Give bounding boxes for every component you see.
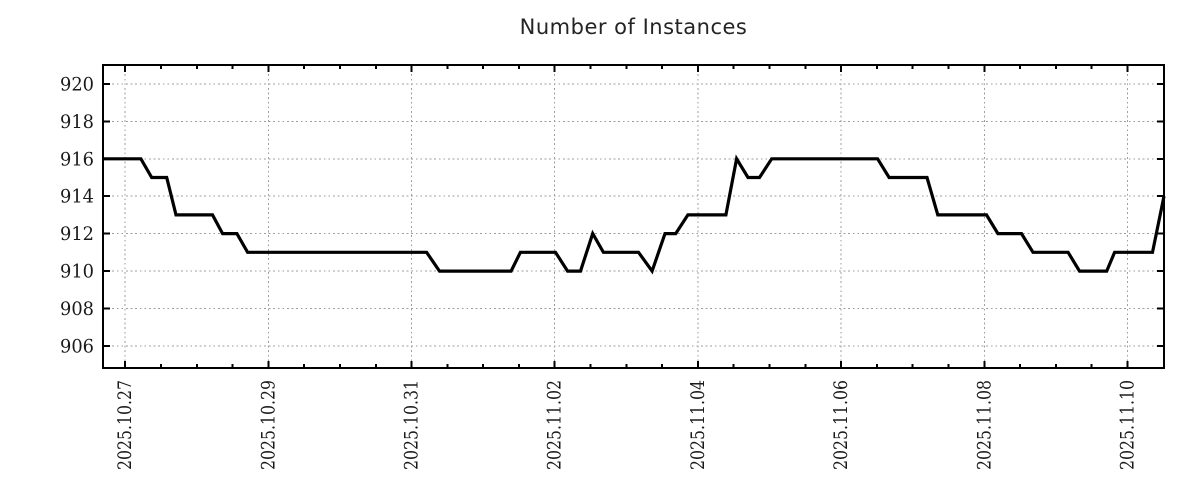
y-tick-label: 912 <box>60 223 94 245</box>
x-tick-label: 2025.10.27 <box>114 380 136 470</box>
y-tick-label: 906 <box>60 335 94 357</box>
plot-border <box>102 64 1165 369</box>
x-tick-label: 2025.10.29 <box>257 380 279 470</box>
y-tick-label: 916 <box>60 148 94 170</box>
y-tick-label: 910 <box>60 261 94 283</box>
x-tick-label: 2025.11.06 <box>830 380 852 470</box>
x-tick-label: 2025.11.02 <box>544 380 566 470</box>
chart-title: Number of Instances <box>519 15 748 39</box>
y-tick-label: 914 <box>60 186 94 208</box>
y-tick-label: 918 <box>60 111 94 133</box>
series-line <box>103 154 1166 275</box>
y-tick-label: 908 <box>60 298 94 320</box>
x-tick-label: 2025.11.10 <box>1116 380 1138 470</box>
x-tick-label: 2025.11.04 <box>687 380 709 470</box>
y-tick-label: 920 <box>60 73 94 95</box>
x-tick-label: 2025.11.08 <box>973 380 995 470</box>
x-tick-label: 2025.10.31 <box>401 380 423 470</box>
